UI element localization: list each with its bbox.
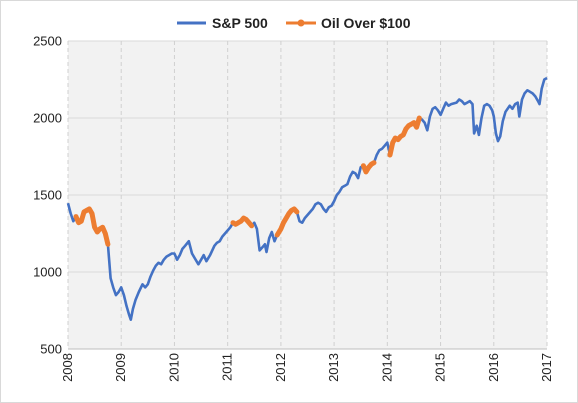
x-tick-label-1: 2009 [113,353,128,382]
legend-label-sp500: S&P 500 [212,15,268,31]
x-tick-label-6: 2014 [379,353,394,382]
y-tick-label-2: 1500 [33,188,62,203]
legend-label-oil: Oil Over $100 [321,15,411,31]
legend: S&P 500 Oil Over $100 [177,15,411,31]
series-oil-segment-1 [230,215,255,229]
x-axis-ticks: 2008 2009 2010 2011 2012 2013 2014 2015 2016 2017 [60,353,554,382]
x-tick-label-7: 2015 [433,353,448,382]
series-layer [66,76,548,322]
y-tick-label-0: 500 [40,342,62,357]
x-tick-label-3: 2011 [220,353,235,381]
legend-item-sp500: S&P 500 [177,15,268,31]
series-oil-segment-2 [274,206,300,238]
series-sp500-line [66,76,548,322]
x-tick-label-9: 2017 [539,353,554,382]
x-tick-label-5: 2013 [326,353,341,382]
series-oil-segment-3 [360,160,377,175]
series-oil-segment-0 [73,206,111,247]
grid [67,40,548,350]
y-tick-label-3: 2000 [33,111,62,126]
legend-item-oil: Oil Over $100 [286,15,411,31]
series-oil-segment-4 [387,115,422,158]
x-tick-label-0: 2008 [60,353,75,382]
legend-marker-oil [297,19,305,27]
x-tick-label-2: 2010 [166,353,181,382]
x-tick-label-4: 2012 [273,353,288,382]
x-tick-label-8: 2016 [486,353,501,382]
y-axis-ticks: 500 1000 1500 2000 2500 [33,34,62,357]
y-tick-label-4: 2500 [33,34,62,49]
y-tick-label-1: 1000 [33,265,62,280]
